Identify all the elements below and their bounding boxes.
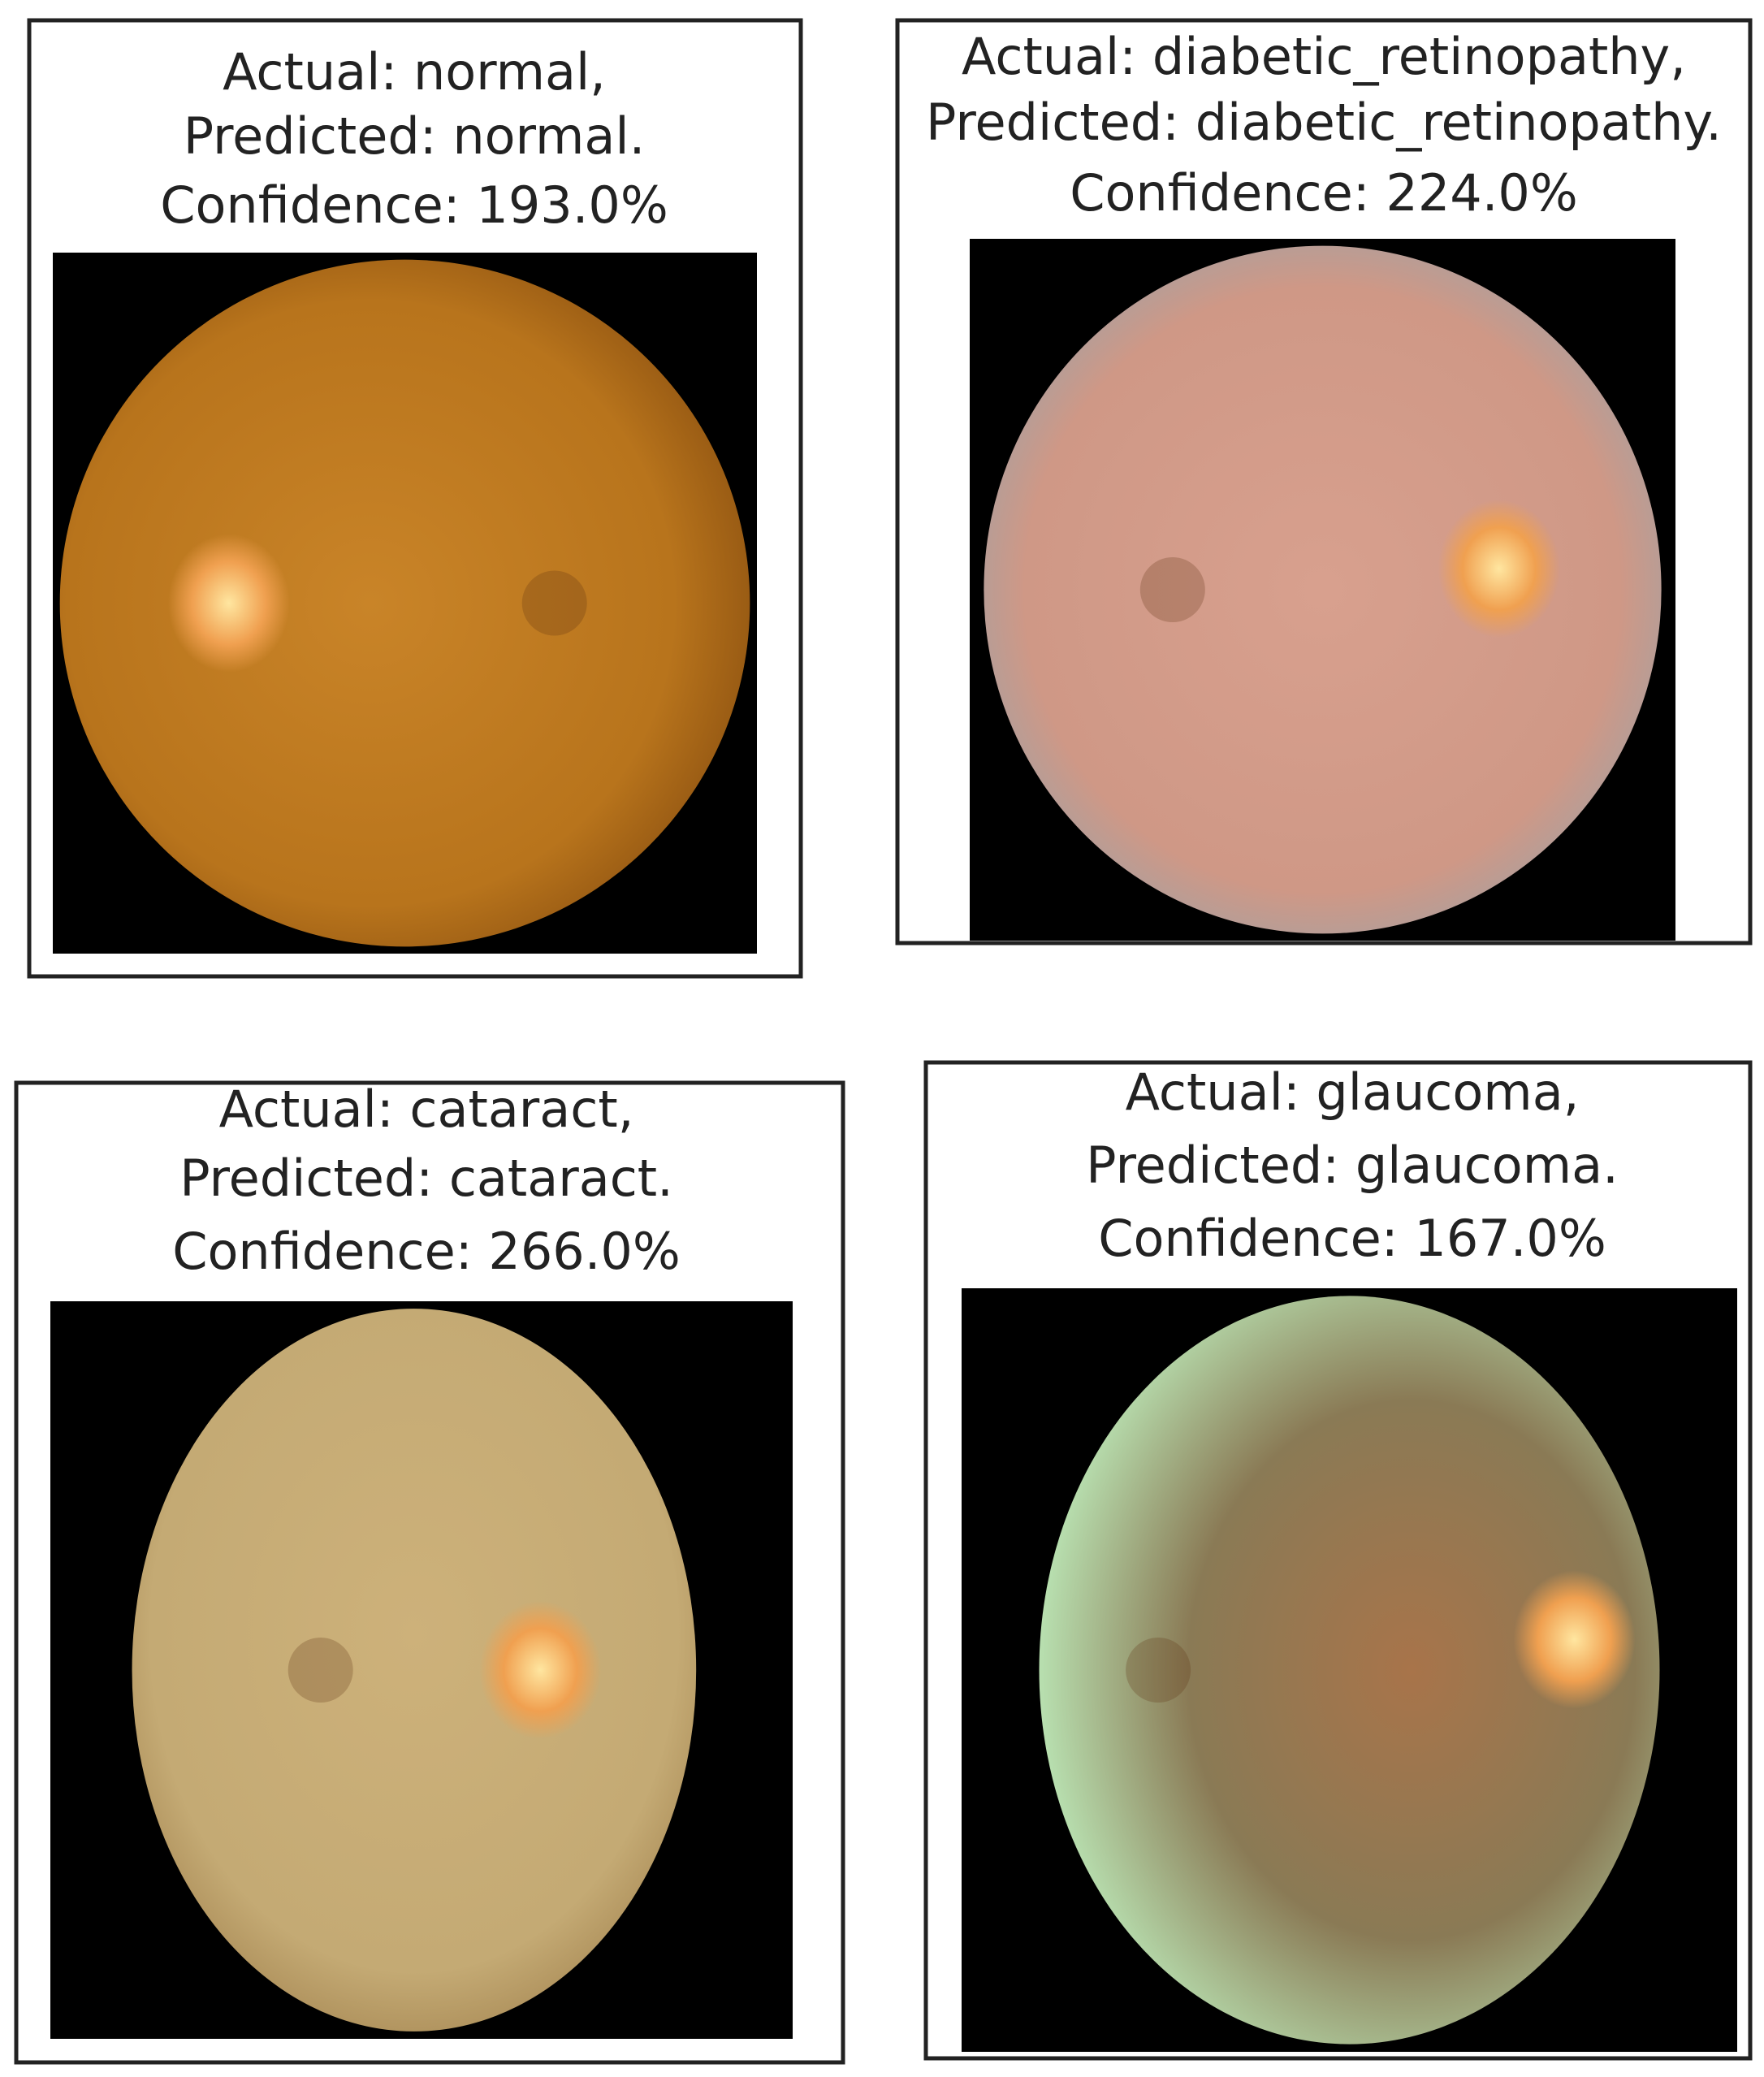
actual-label: Actual: cataract, — [219, 1080, 634, 1139]
fundus-image — [132, 1309, 697, 2032]
confidence-label: Confidence: 167.0% — [1098, 1209, 1606, 1268]
optic-disc — [1438, 500, 1560, 638]
macula — [1139, 557, 1205, 622]
confidence-label: Confidence: 224.0% — [1070, 163, 1578, 223]
fundus-image — [59, 259, 750, 947]
optic-disc — [479, 1601, 602, 1739]
macula — [288, 1638, 353, 1703]
predicted-label: Predicted: cataract. — [179, 1149, 673, 1208]
predicted-label: Predicted: diabetic_retinopathy. — [926, 93, 1722, 152]
actual-label: Actual: normal, — [223, 42, 606, 102]
fundus-image — [1039, 1296, 1660, 2045]
optic-disc — [1513, 1570, 1636, 1709]
fundus-image — [984, 245, 1662, 934]
confidence-label: Confidence: 193.0% — [160, 175, 668, 235]
optic-disc — [167, 534, 290, 673]
macula — [521, 570, 587, 636]
predicted-label: Predicted: normal. — [184, 106, 646, 166]
actual-label: Actual: glaucoma, — [1126, 1062, 1580, 1122]
actual-label: Actual: diabetic_retinopathy, — [962, 27, 1686, 86]
macula — [1126, 1638, 1191, 1703]
confidence-label: Confidence: 266.0% — [172, 1222, 681, 1281]
predicted-label: Predicted: glaucoma. — [1086, 1136, 1619, 1195]
